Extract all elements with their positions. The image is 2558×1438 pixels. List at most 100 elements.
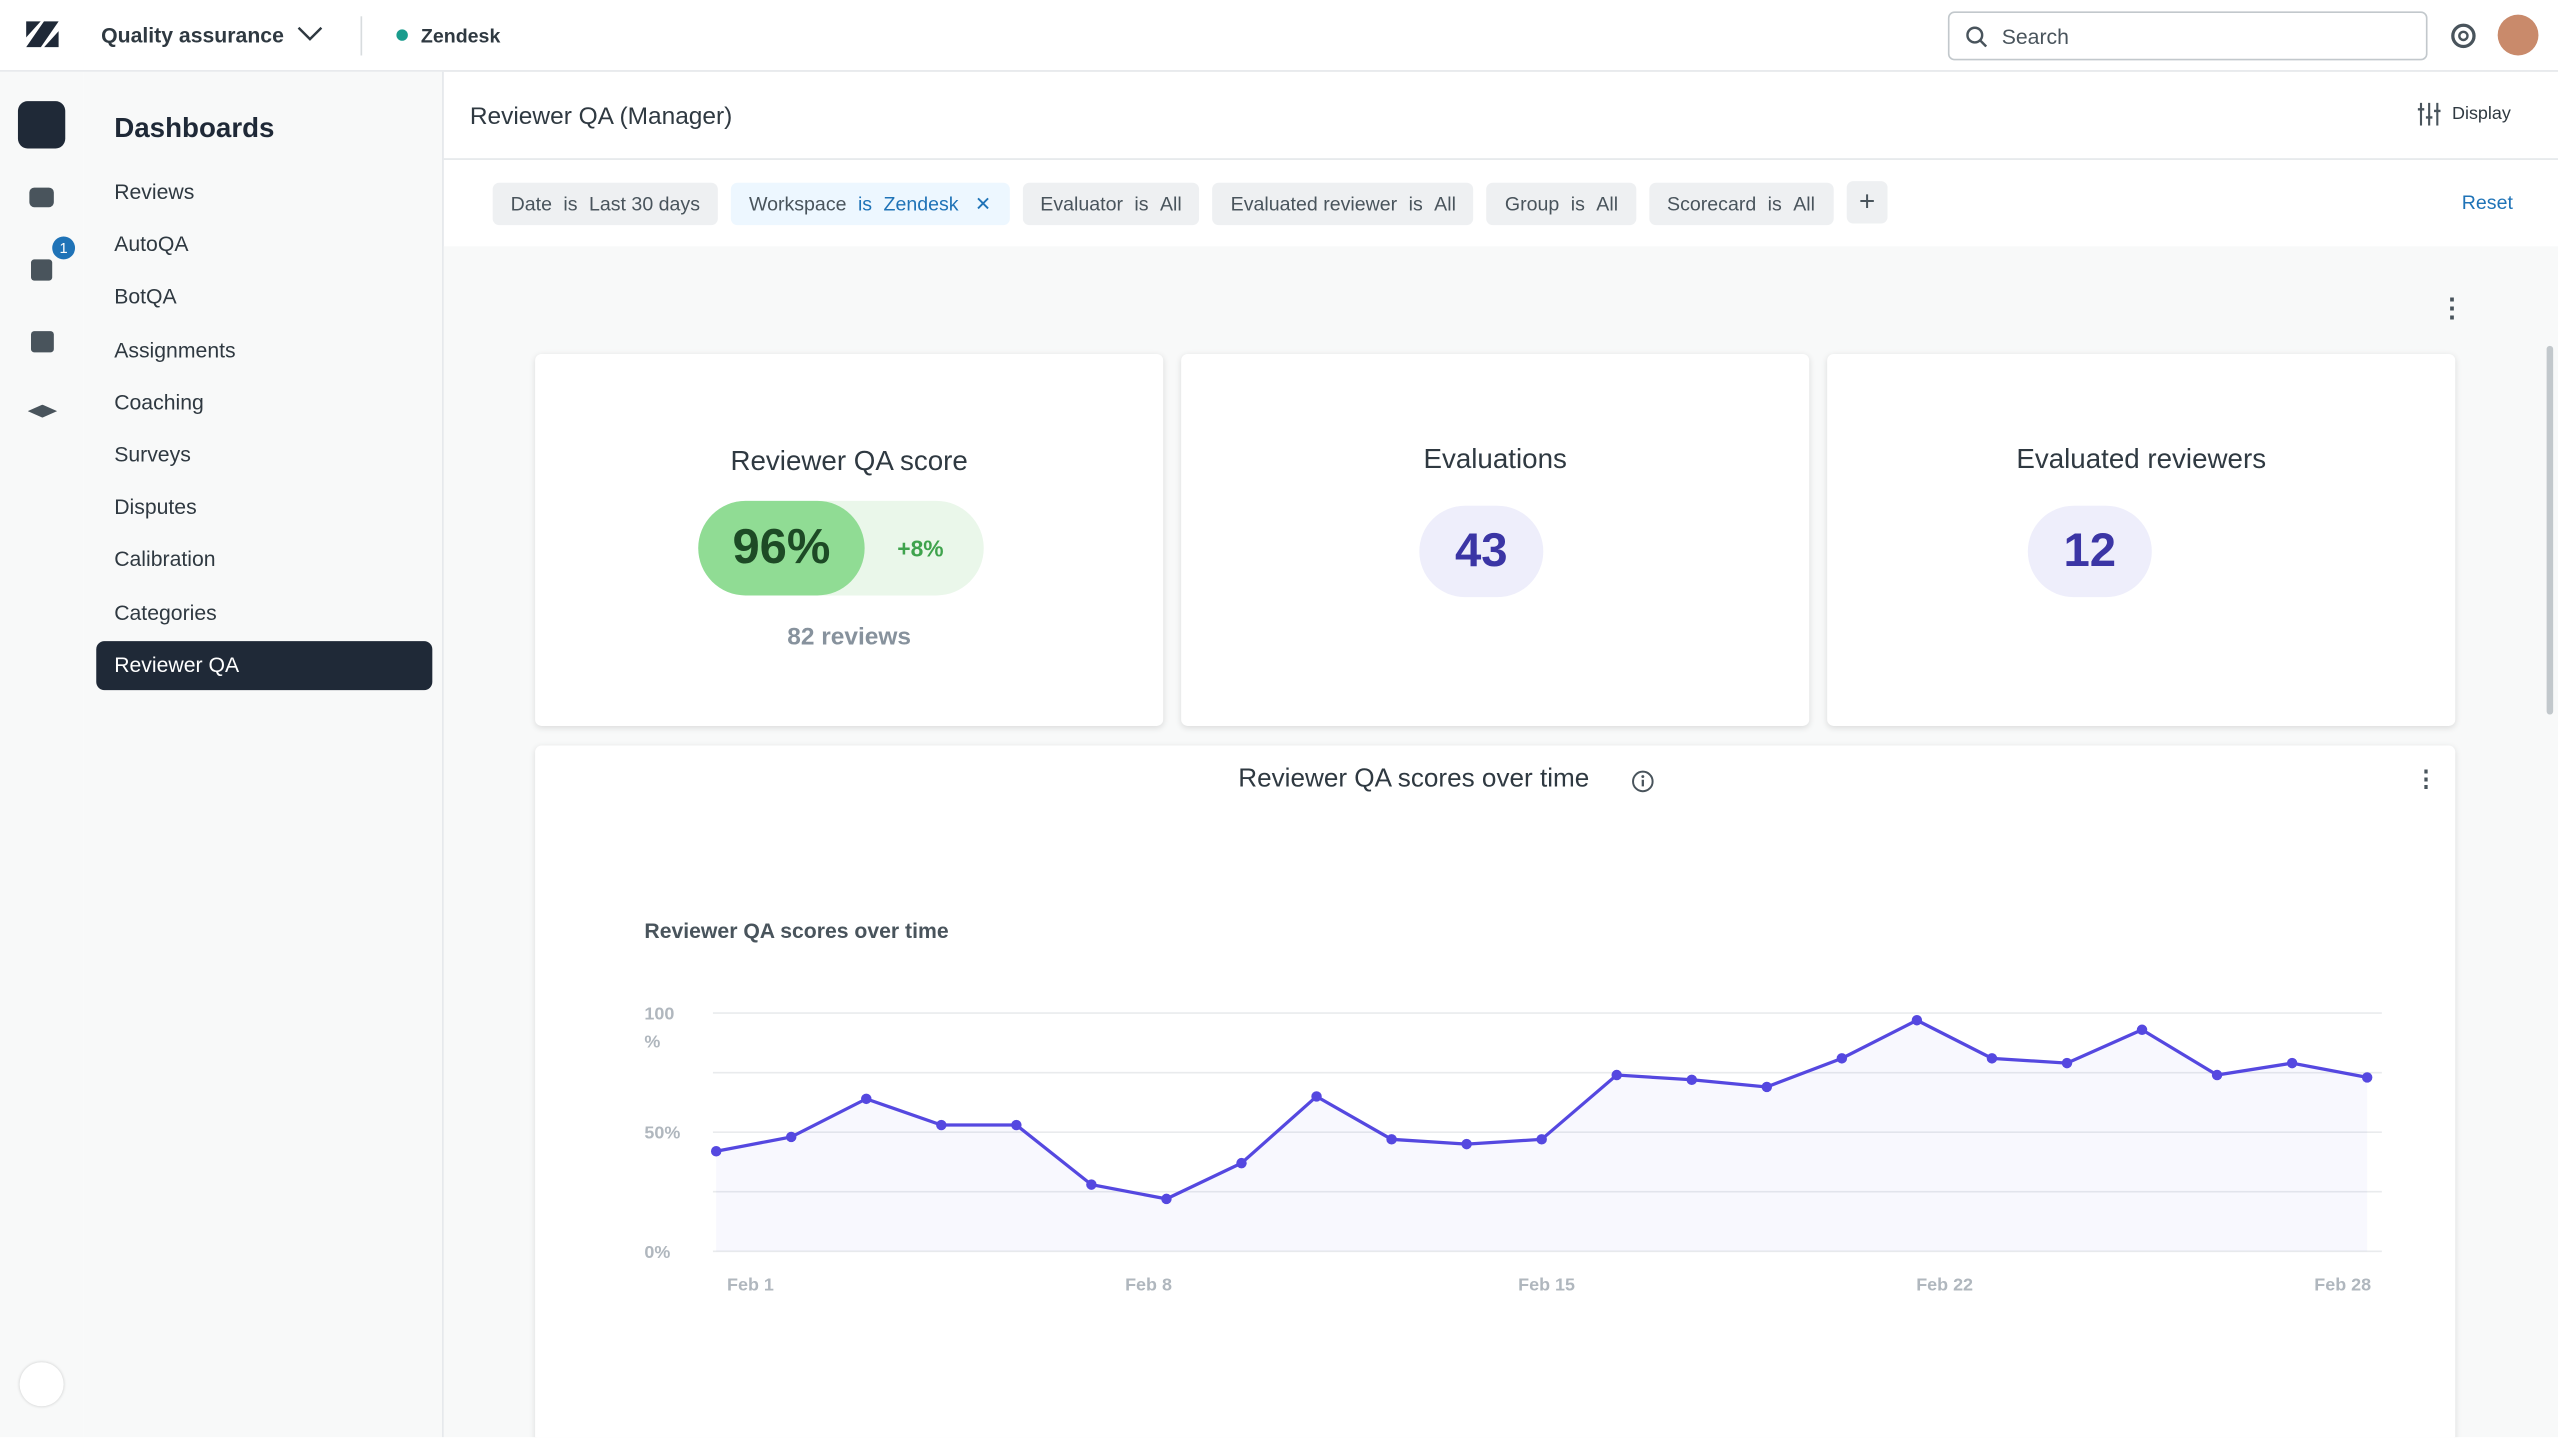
chart-card: Reviewer QA scores over time ⋮ Reviewer … xyxy=(535,745,2456,1438)
display-icon xyxy=(2417,102,2441,126)
filter-key: Workspace xyxy=(748,192,847,216)
nav-item[interactable]: Reviewer QA xyxy=(96,640,433,690)
point xyxy=(2136,1024,2148,1035)
filter-value: All xyxy=(1596,192,1619,216)
x-tick-label: Feb 28 xyxy=(2314,1274,2371,1294)
point xyxy=(1461,1138,1472,1150)
card-title: Reviewer QA score xyxy=(730,445,968,477)
nav-item[interactable]: Calibration xyxy=(114,547,216,572)
dashboards-icon[interactable] xyxy=(17,101,66,149)
tasks-icon[interactable] xyxy=(30,259,53,281)
nav-item[interactable]: AutoQA xyxy=(114,231,189,257)
chevron xyxy=(297,26,323,41)
evaluations-card: Evaluations 43 xyxy=(1181,354,1810,726)
filter-op: is xyxy=(563,192,578,216)
filter-bar: Date is Last 30 days Workspace is Zendesk ✕ Eva… xyxy=(492,181,1902,226)
workspace[interactable]: Zendesk xyxy=(420,24,501,48)
info-icon[interactable] xyxy=(1631,770,1654,793)
nav-item[interactable]: Assignments xyxy=(114,337,236,362)
point xyxy=(1386,1134,1397,1145)
collapse-button[interactable] xyxy=(19,1362,64,1407)
point xyxy=(710,1146,722,1157)
delta: +8% xyxy=(897,535,944,562)
search-box[interactable]: Search xyxy=(1947,11,2428,61)
avatar[interactable] xyxy=(2497,14,2539,56)
top-bar: Quality assurance Zendesk Search xyxy=(0,0,2558,72)
display-button[interactable]: Display xyxy=(2451,104,2511,124)
page-header: Reviewer QA (Manager) Display xyxy=(443,72,2558,160)
divider xyxy=(360,16,363,56)
filter-op: is xyxy=(1570,192,1585,216)
filter-chip[interactable]: Date is Last 30 days xyxy=(492,182,718,226)
nav-item[interactable]: Categories xyxy=(114,599,217,625)
filter-key: Group xyxy=(1504,192,1560,216)
reviews-icon[interactable] xyxy=(29,187,54,208)
filter-chip[interactable]: Group is All xyxy=(1486,182,1637,226)
point xyxy=(786,1131,797,1143)
nav-item[interactable]: BotQA xyxy=(114,284,177,309)
nav-item[interactable]: Coaching xyxy=(114,389,204,415)
remove-filter[interactable]: ✕ xyxy=(974,192,992,216)
filter-key: Evaluated reviewer xyxy=(1230,192,1398,216)
filter-value: Zendesk xyxy=(883,192,959,216)
filter-chip[interactable]: Evaluator is All xyxy=(1022,182,1200,226)
point xyxy=(1086,1179,1097,1190)
x-tick-label: Feb 8 xyxy=(1125,1274,1172,1294)
y-tick-label: 50% xyxy=(644,1123,680,1143)
point xyxy=(1311,1091,1322,1102)
icon-rail: 1 xyxy=(0,71,84,1438)
point xyxy=(2061,1057,2073,1069)
sidebar: Dashboards xyxy=(83,71,444,1438)
badge: 1 xyxy=(52,236,76,260)
x-tick-label: Feb 15 xyxy=(1518,1274,1575,1294)
area xyxy=(716,1020,2368,1252)
point xyxy=(2361,1072,2373,1083)
filter-key: Date xyxy=(510,192,552,216)
scrollbar xyxy=(2546,345,2554,715)
reviews-count: 82 reviews xyxy=(787,623,912,651)
point xyxy=(1911,1015,1923,1026)
y-tick-label: 100% xyxy=(644,1004,674,1052)
point xyxy=(1686,1074,1697,1086)
reset-link[interactable]: Reset xyxy=(2461,190,2513,214)
point xyxy=(1611,1069,1622,1081)
x-tick-label: Feb 1 xyxy=(727,1274,774,1294)
point xyxy=(1236,1157,1247,1169)
more-menu[interactable]: ⋮ xyxy=(2438,295,2466,324)
score: 96% xyxy=(698,500,865,596)
coaching-icon[interactable] xyxy=(27,404,58,418)
filter-op: is xyxy=(1408,192,1423,216)
product-name[interactable]: Quality assurance xyxy=(101,22,284,48)
filter-value: All xyxy=(1793,192,1816,216)
point xyxy=(1161,1193,1172,1205)
point xyxy=(2286,1057,2298,1069)
filter-op: is xyxy=(1134,192,1149,216)
point xyxy=(936,1119,947,1131)
filter-value: Last 30 days xyxy=(588,192,700,216)
point xyxy=(2211,1069,2223,1081)
filter-key: Evaluator xyxy=(1040,192,1123,216)
point xyxy=(1986,1053,1998,1064)
score-card: Reviewer QA score +8% 96% 82 reviews xyxy=(535,354,1164,726)
filter-value: All xyxy=(1434,192,1456,216)
filter-chip[interactable]: Evaluated reviewer is All xyxy=(1212,182,1474,226)
add-filter[interactable]: + xyxy=(1846,181,1889,224)
help-icon[interactable] xyxy=(2450,23,2476,49)
nav-item[interactable]: Surveys xyxy=(114,442,191,467)
nav-item[interactable]: Disputes xyxy=(114,494,197,520)
chart-title: Reviewer QA scores over time xyxy=(644,920,948,943)
point xyxy=(861,1093,872,1105)
sidebar-title: Dashboards xyxy=(114,112,275,144)
inbox-icon[interactable] xyxy=(30,331,54,353)
filter-op: is xyxy=(1767,192,1782,216)
point xyxy=(1836,1053,1848,1064)
more-menu[interactable]: ⋮ xyxy=(2414,765,2438,792)
page-title: Reviewer QA (Manager) xyxy=(469,102,733,131)
filter-chip[interactable]: Scorecard is All xyxy=(1649,182,1833,226)
logo xyxy=(26,21,59,48)
nav-item[interactable]: Reviews xyxy=(114,179,195,204)
card-title: Evaluated reviewers xyxy=(2016,443,2267,475)
card-title: Evaluations xyxy=(1423,443,1567,475)
filter-chip[interactable]: Workspace is Zendesk ✕ xyxy=(730,182,1010,226)
